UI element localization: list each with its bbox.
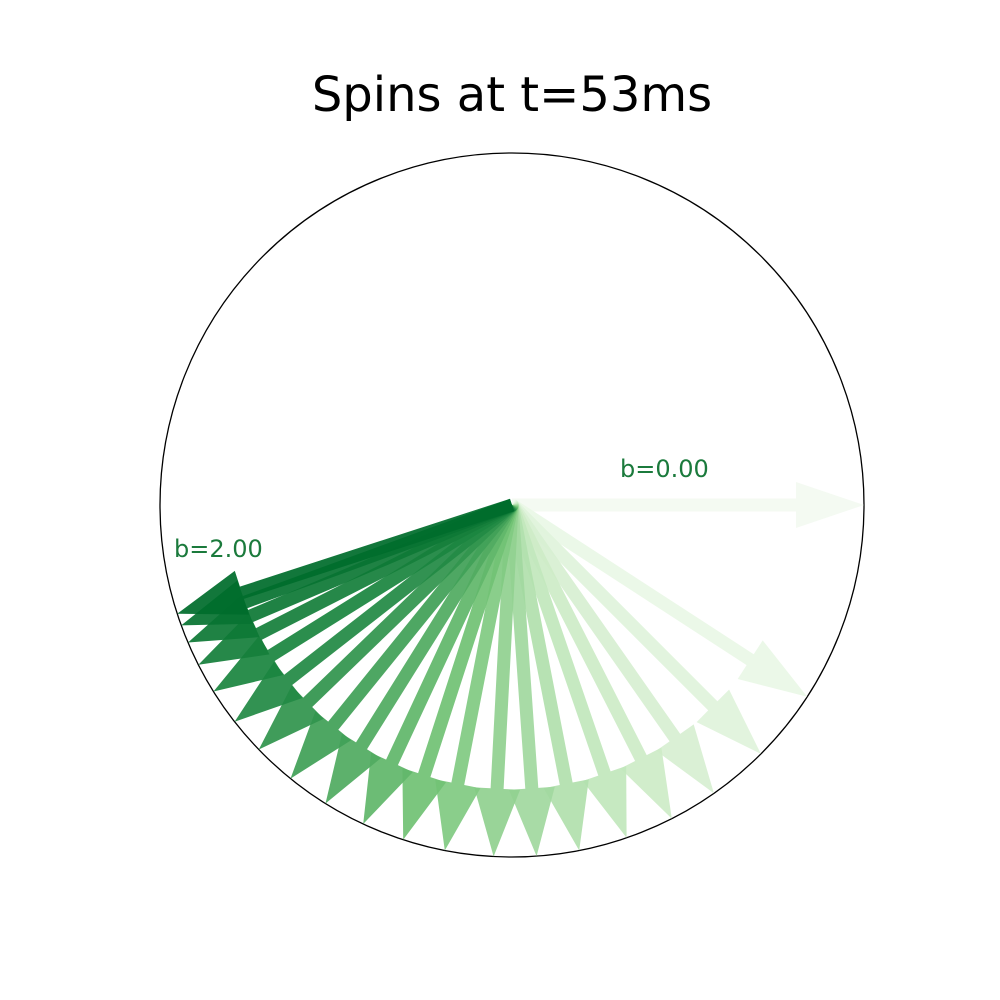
spin-arrow-b-2.00 [177, 498, 514, 615]
spin-arrow-b-1.40 [258, 500, 517, 750]
spin-arrow-b-1.20 [325, 501, 518, 804]
annotation-b-end: b=2.00 [174, 535, 263, 563]
spin-arrow-b-0.30 [506, 501, 714, 794]
spin-arrow-b-1.50 [234, 499, 516, 722]
spin-arrow-b-0.00 [512, 482, 864, 528]
chart-title: Spins at t=53ms [312, 67, 712, 123]
spin-arrows [177, 482, 864, 857]
spin-arrow-b-0.20 [507, 500, 761, 754]
spin-arrow-b-1.10 [363, 502, 518, 824]
spin-arrow-b-0.10 [508, 499, 808, 697]
spin-arrow-b-0.70 [505, 504, 555, 857]
spin-arrow-b-0.80 [474, 504, 521, 857]
spin-arrow-b-1.30 [290, 500, 518, 779]
spin-arrow-b-0.40 [506, 502, 672, 819]
spin-arrow-b-0.50 [505, 502, 627, 838]
spin-arrow-b-0.60 [505, 503, 589, 851]
spin-arrow-b-0.90 [435, 503, 519, 851]
annotation-b-start: b=0.00 [620, 455, 709, 483]
spin-arrow-b-1.00 [402, 503, 519, 840]
